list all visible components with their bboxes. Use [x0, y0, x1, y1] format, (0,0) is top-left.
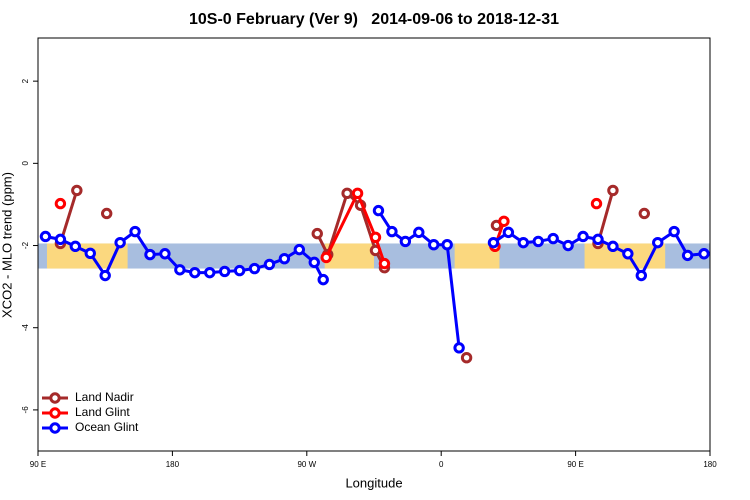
data-point [248, 262, 261, 275]
data-point [159, 248, 171, 260]
legend-marker [49, 392, 61, 404]
data-point [114, 236, 126, 249]
data-point [174, 264, 186, 276]
data-point [54, 233, 67, 246]
data-point [99, 269, 111, 282]
y-tick-label: 2 [21, 78, 30, 83]
x-tick-label: 90 E [567, 460, 583, 469]
data-point [413, 226, 425, 239]
data-point [189, 266, 201, 279]
x-tick-label: 0 [439, 460, 444, 469]
data-point [622, 248, 634, 260]
data-point [39, 230, 52, 243]
data-point [372, 204, 385, 217]
legend-label: Ocean Glint [75, 420, 139, 434]
data-point [204, 266, 216, 279]
y-tick-label: -6 [21, 406, 30, 414]
data-point [341, 187, 353, 200]
y-axis-label: XCO2 - MLO trend (ppm) [0, 172, 14, 318]
legend-label: Land Glint [75, 405, 130, 419]
data-point [144, 248, 156, 261]
x-tick-label: 90 E [30, 460, 46, 469]
data-point [441, 239, 453, 251]
data-point [638, 207, 650, 220]
data-point [378, 257, 391, 270]
data-point [562, 239, 574, 252]
data-point [652, 236, 664, 249]
y-tick-label: 0 [21, 161, 30, 166]
data-point [460, 352, 473, 364]
data-point [590, 197, 603, 210]
data-point [263, 258, 276, 271]
data-point [84, 247, 96, 260]
legend-label: Land Nadir [75, 390, 134, 404]
data-point [607, 184, 619, 197]
data-point [487, 236, 500, 249]
legend-marker [49, 407, 61, 419]
data-point [668, 225, 680, 238]
data-point [607, 240, 619, 253]
data-point [71, 184, 83, 197]
data-point [428, 239, 440, 251]
y-tick-label: -2 [21, 241, 30, 249]
data-point [498, 215, 510, 227]
data-point [532, 235, 544, 248]
data-point [635, 269, 648, 282]
x-axis-label: Longitude [345, 475, 402, 490]
data-point [547, 232, 559, 245]
data-point [69, 240, 82, 253]
data-point [293, 243, 306, 256]
x-tick-label: 180 [703, 460, 717, 469]
x-tick-label: 90 W [297, 460, 316, 469]
y-tick-label: -4 [21, 324, 30, 332]
data-point [233, 264, 246, 277]
data-point [517, 236, 530, 249]
data-point [308, 256, 320, 269]
data-point [453, 342, 465, 354]
data-point [698, 248, 710, 260]
data-point [369, 231, 382, 244]
data-point [320, 251, 332, 264]
data-point [577, 230, 589, 243]
data-point [351, 187, 364, 200]
data-point [278, 252, 291, 265]
data-point [218, 265, 231, 278]
data-point [317, 273, 329, 286]
x-tick-label: 180 [166, 460, 180, 469]
data-point [311, 227, 323, 240]
data-point [399, 235, 412, 248]
plot-frame [37, 37, 711, 452]
data-point [100, 207, 113, 220]
data-point [681, 249, 694, 262]
legend-marker [49, 422, 61, 434]
chart-title: 10S-0 February (Ver 9) 2014-09-06 to 201… [189, 11, 559, 28]
data-point [592, 233, 604, 246]
data-point [386, 225, 398, 238]
data-point [54, 197, 67, 210]
data-point [502, 226, 515, 239]
data-point [129, 225, 141, 238]
